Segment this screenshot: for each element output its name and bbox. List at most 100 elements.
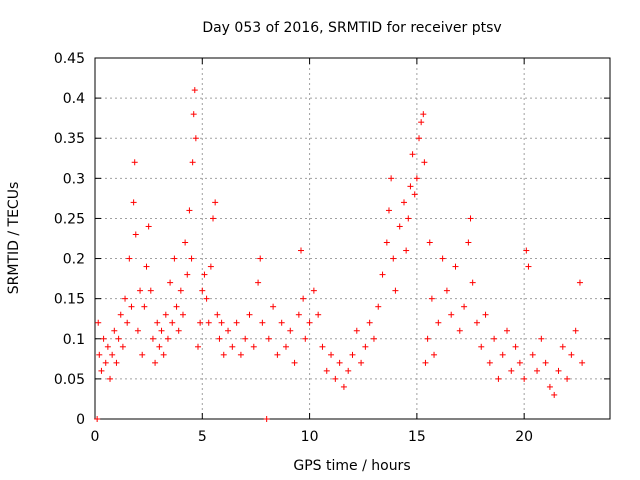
- data-point: [411, 191, 418, 198]
- data-point: [128, 303, 135, 310]
- data-point: [345, 367, 352, 374]
- data-point: [199, 287, 206, 294]
- data-point: [525, 263, 532, 270]
- data-point: [439, 255, 446, 262]
- data-point: [551, 391, 558, 398]
- data-point: [257, 255, 264, 262]
- data-point: [456, 327, 463, 334]
- data-point: [162, 311, 169, 318]
- y-axis-label: SRMTID / TECUs: [6, 182, 22, 295]
- data-point: [95, 319, 102, 326]
- data-point: [572, 327, 579, 334]
- x-tick-label: 10: [301, 429, 319, 445]
- data-point: [465, 239, 472, 246]
- data-point: [403, 247, 410, 254]
- data-point: [124, 319, 131, 326]
- data-point: [336, 359, 343, 366]
- data-point: [184, 271, 191, 278]
- data-point: [287, 327, 294, 334]
- data-point: [396, 223, 403, 230]
- data-point: [270, 303, 277, 310]
- data-point: [452, 263, 459, 270]
- data-point: [448, 311, 455, 318]
- y-tick-label: 0.45: [54, 51, 85, 67]
- data-point: [300, 295, 307, 302]
- data-point: [523, 247, 530, 254]
- data-point: [218, 319, 225, 326]
- data-point: [467, 215, 474, 222]
- data-point: [323, 367, 330, 374]
- data-point: [214, 311, 221, 318]
- data-point: [579, 359, 586, 366]
- data-point: [169, 319, 176, 326]
- data-point: [186, 207, 193, 214]
- data-point: [516, 359, 523, 366]
- chart-title: Day 053 of 2016, SRMTID for receiver pts…: [202, 20, 501, 36]
- data-point: [383, 239, 390, 246]
- data-point: [132, 231, 139, 238]
- data-point: [499, 351, 506, 358]
- data-point: [358, 359, 365, 366]
- data-point: [508, 367, 515, 374]
- data-point: [431, 351, 438, 358]
- data-point: [542, 359, 549, 366]
- data-point: [295, 311, 302, 318]
- data-point: [521, 375, 528, 382]
- data-point: [216, 335, 223, 342]
- data-point: [126, 255, 133, 262]
- data-point: [107, 375, 114, 382]
- y-tick-label: 0.3: [63, 171, 85, 187]
- data-point: [122, 295, 129, 302]
- data-point: [306, 319, 313, 326]
- data-point: [102, 359, 109, 366]
- data-point: [298, 247, 304, 254]
- data-point: [158, 327, 165, 334]
- data-point: [192, 135, 199, 142]
- data-point: [504, 327, 510, 334]
- y-tick-label: 0.35: [54, 131, 85, 147]
- y-tick-label: 0.4: [63, 91, 85, 107]
- data-point: [237, 351, 244, 358]
- data-point: [225, 327, 232, 334]
- y-tick-label: 0.05: [54, 372, 85, 388]
- data-point: [115, 335, 122, 342]
- data-point: [255, 279, 262, 286]
- data-point: [461, 303, 468, 310]
- data-point: [160, 351, 167, 358]
- data-point: [495, 375, 502, 382]
- data-point: [443, 287, 450, 294]
- data-point: [259, 319, 266, 326]
- data-point: [576, 279, 583, 286]
- data-point: [568, 351, 575, 358]
- data-point: [149, 335, 156, 342]
- data-point: [175, 327, 182, 334]
- data-point: [418, 119, 425, 126]
- data-point: [171, 255, 178, 262]
- data-point: [362, 343, 369, 350]
- data-point: [407, 183, 414, 190]
- data-point: [113, 359, 120, 366]
- data-point: [156, 343, 163, 350]
- data-point: [111, 327, 118, 334]
- data-point: [233, 319, 240, 326]
- data-point: [534, 367, 541, 374]
- y-tick-label: 0.25: [54, 211, 85, 227]
- data-point: [529, 351, 536, 358]
- data-point: [413, 175, 420, 182]
- data-point: [173, 303, 180, 310]
- data-point: [512, 343, 519, 350]
- data-point: [130, 199, 137, 206]
- data-point: [302, 335, 309, 342]
- y-tick-label: 0.15: [54, 292, 85, 308]
- data-point: [145, 223, 152, 230]
- data-point: [100, 335, 107, 342]
- data-point: [250, 343, 257, 350]
- data-point: [370, 335, 377, 342]
- data-point: [392, 287, 399, 294]
- data-point: [188, 255, 195, 262]
- data-point: [94, 416, 101, 422]
- data-point: [319, 343, 326, 350]
- data-point: [426, 239, 433, 246]
- data-point: [207, 263, 214, 270]
- data-point: [469, 279, 476, 286]
